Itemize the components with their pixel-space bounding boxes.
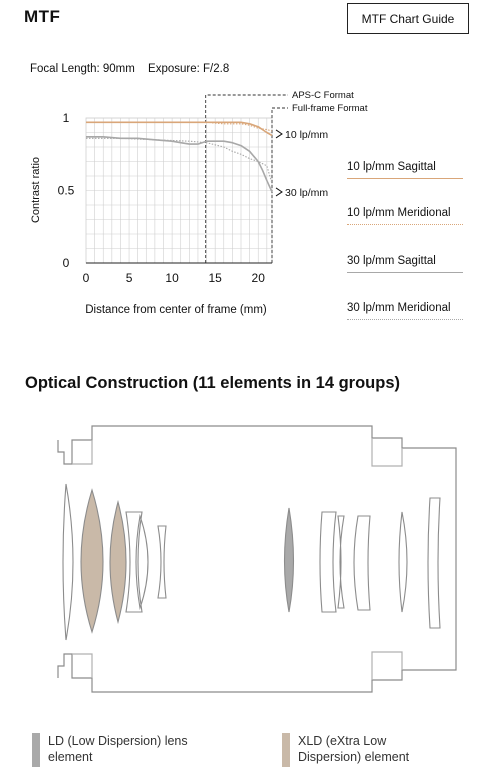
legend-label: 10 lp/mm Meridional: [347, 207, 451, 219]
legend-item-30-sagittal: 30 lp/mm Sagittal: [347, 255, 463, 273]
lens-element-11: [398, 511, 408, 613]
lens-element-5: [135, 513, 149, 611]
legend-label: 30 lp/mm Sagittal: [347, 255, 436, 267]
ld-swatch: [32, 733, 40, 767]
lens-element-12: [427, 497, 441, 629]
lens-barrel-inner-line: [72, 438, 403, 680]
y-tick-label: 0.5: [58, 184, 75, 198]
y-tick-label: 1: [63, 111, 70, 125]
x-tick-label: 5: [126, 271, 133, 285]
format-markers: APS-C Format Full-frame Format: [205, 90, 368, 263]
x-axis-label: Distance from center of frame (mm): [85, 304, 267, 316]
aps-c-marker-line: [205, 94, 288, 263]
legend-item-10-sagittal: 10 lp/mm Sagittal: [347, 161, 463, 179]
series-line-1: [86, 121, 273, 132]
annotation-arrow-0: [275, 129, 283, 139]
annotation-label-0: 10 lp/mm: [285, 129, 328, 141]
annotation-label-1: 30 lp/mm: [285, 187, 328, 199]
lens-barrel-outline: [57, 425, 457, 693]
exposure-text: Exposure: F/2.8: [148, 63, 230, 75]
x-tick-label: 0: [83, 271, 90, 285]
lens-element-8: [319, 511, 337, 613]
x-tick-label: 10: [165, 271, 179, 285]
mtf-chart-guide-button[interactable]: MTF Chart Guide: [347, 3, 469, 34]
legend-item-30-meridional: 30 lp/mm Meridional: [347, 302, 463, 320]
lens-element-6: [157, 525, 167, 599]
lens-element-1: [62, 483, 74, 641]
lens-element-9: [337, 515, 345, 609]
mtf-title: MTF: [24, 7, 61, 26]
chart-axes: 0 5 10 15 20 0 0.5 1 10 lp/mm 30 lp/mm: [58, 111, 329, 285]
focal-length-text: Focal Length: 90mm: [30, 63, 135, 75]
lens-element-2-xld: [80, 488, 104, 634]
y-axis-label: Contrast ratio: [30, 157, 42, 223]
lens-element-10: [353, 515, 371, 611]
series-line-2: [86, 136, 273, 193]
series-line-3: [86, 137, 273, 184]
full-frame-marker-line: [271, 107, 288, 263]
lens-element-3-xld: [109, 499, 127, 625]
y-tick-label: 0: [63, 256, 70, 270]
chart-series: [86, 121, 273, 193]
xld-key: XLD (eXtra Low Dispersion) element: [282, 733, 438, 767]
ld-key-label: LD (Low Dispersion) lens element: [48, 734, 188, 764]
x-tick-label: 15: [208, 271, 222, 285]
lens-element-4: [125, 511, 143, 613]
optical-construction-title: Optical Construction (11 elements in 14 …: [25, 374, 400, 392]
annotation-arrow-1: [275, 187, 283, 197]
legend-label: 10 lp/mm Sagittal: [347, 161, 436, 173]
lens-element-7-ld: [283, 507, 295, 613]
ld-key: LD (Low Dispersion) lens element: [32, 733, 188, 767]
xld-swatch: [282, 733, 290, 767]
x-tick-label: 20: [252, 271, 266, 285]
legend-label: 30 lp/mm Meridional: [347, 302, 451, 314]
legend-item-10-meridional: 10 lp/mm Meridional: [347, 207, 463, 225]
xld-key-label: XLD (eXtra Low Dispersion) element: [298, 734, 410, 764]
aps-c-marker-label: APS-C Format: [292, 90, 354, 101]
lens-info: Focal Length: 90mm Exposure: F/2.8: [30, 63, 239, 75]
chart-grid: [85, 117, 273, 264]
full-frame-marker-label: Full-frame Format: [292, 103, 368, 114]
